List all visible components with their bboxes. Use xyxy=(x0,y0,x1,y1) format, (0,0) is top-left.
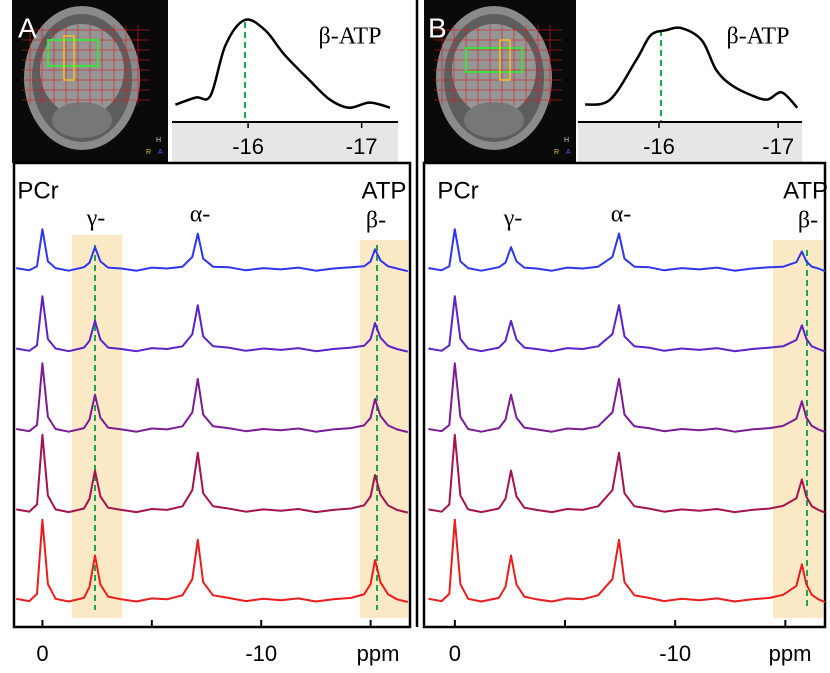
x-tick-label: 0 xyxy=(36,641,48,666)
orientation-label: A xyxy=(158,149,163,156)
spectrum-line xyxy=(16,433,409,514)
inset-x-tick-label: -17 xyxy=(346,134,378,159)
spectrum-line xyxy=(428,295,826,353)
spectrum-line xyxy=(16,295,409,353)
highlight-band xyxy=(360,240,408,618)
peak-label: PCr xyxy=(437,177,478,204)
highlight-band xyxy=(773,240,823,618)
peak-label: ATP xyxy=(783,177,828,204)
x-tick-label: -10 xyxy=(659,641,691,666)
inset-line xyxy=(584,26,799,109)
highlight-band xyxy=(72,235,122,618)
peak-label: α- xyxy=(611,202,632,228)
spectrum-line xyxy=(16,518,409,603)
orientation-label: H xyxy=(564,137,569,144)
inset-title: β-ATP xyxy=(727,24,790,50)
x-axis-label: ppm xyxy=(769,641,812,666)
orientation-label: H xyxy=(156,137,161,144)
inset-title: β-ATP xyxy=(319,24,382,50)
orientation-label: A xyxy=(566,149,571,156)
panel-label: B xyxy=(428,12,447,43)
guide-lines xyxy=(94,22,808,610)
orientation: H R A H R A xyxy=(146,137,571,156)
mri-image xyxy=(424,0,576,163)
inset-x-tick-label: -16 xyxy=(643,134,675,159)
spectrum-line xyxy=(428,362,826,434)
peak-label: α- xyxy=(190,202,211,228)
spectrum-line xyxy=(428,228,826,273)
x-tick-label: -10 xyxy=(245,641,277,666)
peak-label: β- xyxy=(798,208,818,234)
peak-label: PCr xyxy=(17,177,58,204)
orientation-label: R xyxy=(146,149,151,156)
spectrum-line xyxy=(428,518,826,603)
panel-label: A xyxy=(18,12,37,43)
peak-label: β- xyxy=(366,208,386,234)
x-tick-label: 0 xyxy=(449,641,461,666)
inset-line xyxy=(174,18,391,109)
x-axis-label: ppm xyxy=(357,641,400,666)
spectrum-line xyxy=(16,362,409,434)
peak-label: ATP xyxy=(362,177,407,204)
peak-label: γ- xyxy=(86,206,106,232)
peak-label: γ- xyxy=(503,206,523,232)
mri-image xyxy=(12,0,168,163)
inset-x-tick-label: -17 xyxy=(762,134,794,159)
frame xyxy=(12,0,827,629)
inset-axis-band xyxy=(578,122,802,162)
inset-x-tick-label: -16 xyxy=(232,134,264,159)
spectrum-line xyxy=(428,433,826,514)
orientation-label: R xyxy=(554,149,559,156)
inset-axis-band xyxy=(172,122,398,162)
spectrum-line xyxy=(16,228,409,273)
